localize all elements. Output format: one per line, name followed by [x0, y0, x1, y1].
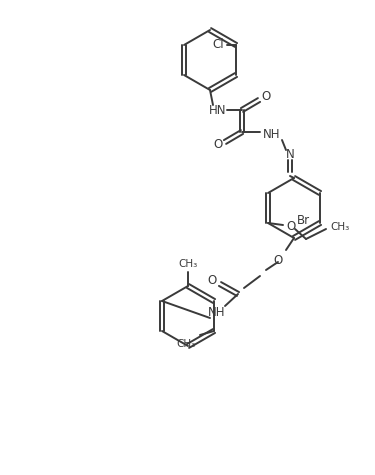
Text: CH₃: CH₃: [330, 222, 350, 232]
Text: Br: Br: [296, 215, 309, 228]
Text: CH₃: CH₃: [176, 339, 196, 349]
Text: Cl: Cl: [212, 38, 224, 51]
Text: NH: NH: [263, 129, 281, 142]
Text: O: O: [273, 254, 283, 266]
Text: N: N: [286, 149, 294, 162]
Text: O: O: [207, 274, 217, 286]
Text: O: O: [261, 91, 271, 104]
Text: O: O: [286, 220, 296, 234]
Text: HN: HN: [209, 104, 227, 116]
Text: CH₃: CH₃: [178, 259, 198, 269]
Text: NH: NH: [208, 306, 226, 320]
Text: O: O: [213, 139, 223, 152]
